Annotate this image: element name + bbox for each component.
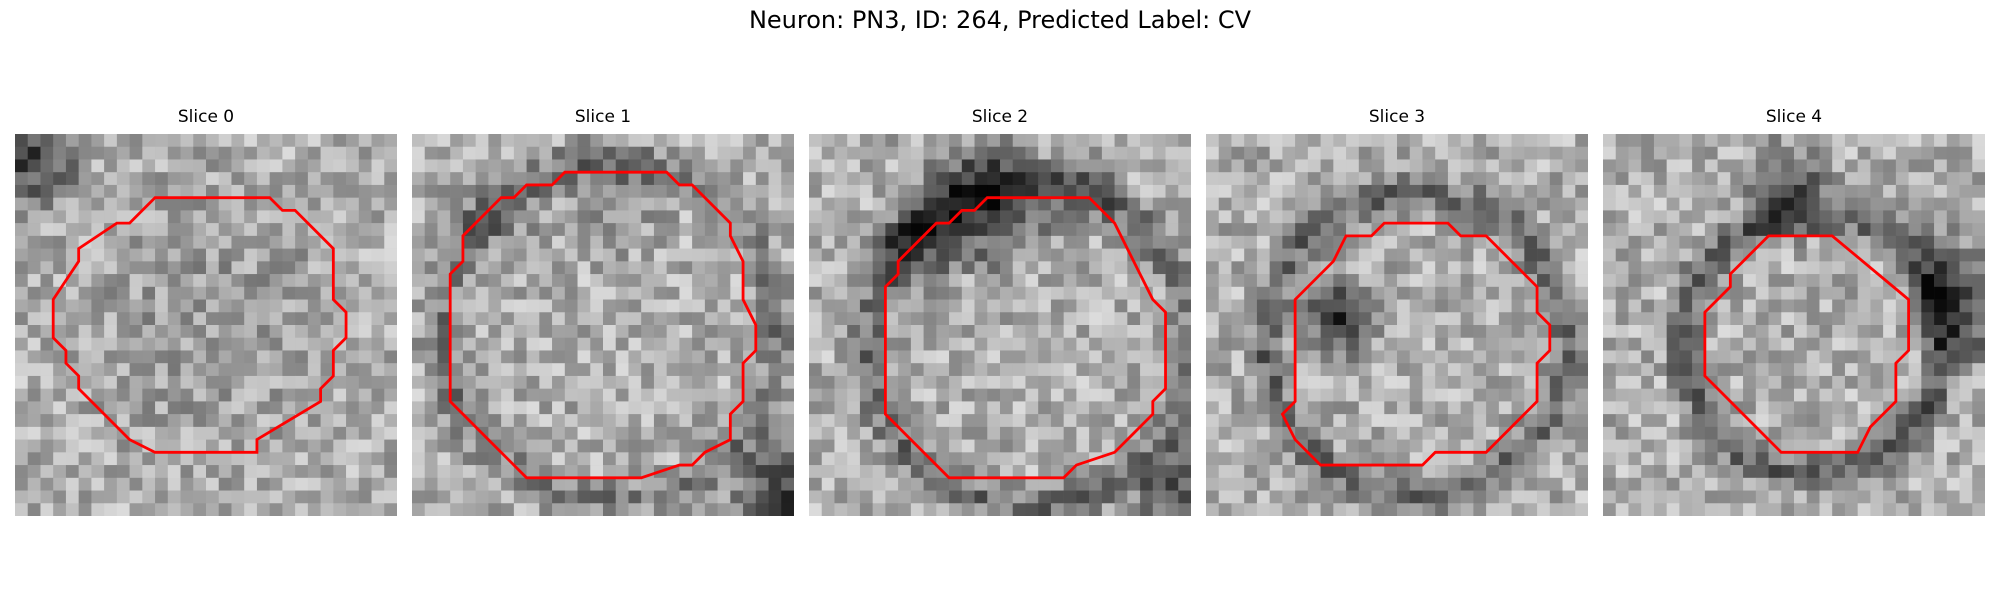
cell-contour [883,196,1167,480]
cell-contour [448,170,758,480]
slice-title-0: Slice 0 [177,107,235,127]
slice-image-1 [412,134,794,516]
slice-panel-1: Slice 1 [412,107,794,517]
cell-contour [51,196,348,454]
figure-title: Neuron: PN3, ID: 264, Predicted Label: C… [748,6,1252,34]
slice-title-2: Slice 2 [971,107,1029,127]
slice-panel-2: Slice 2 [809,107,1191,517]
slice-image-2 [809,134,1191,516]
slice-image-0 [15,134,397,516]
slice-title-4: Slice 4 [1765,107,1823,127]
slice-title-3: Slice 3 [1368,107,1426,127]
cell-contour [1280,221,1552,467]
slice-image-3 [1206,134,1588,516]
slice-title-1: Slice 1 [574,107,632,127]
slice-panel-0: Slice 0 [15,107,397,517]
slice-panel-4: Slice 4 [1603,107,1985,517]
slice-panel-3: Slice 3 [1206,107,1588,517]
slice-image-4 [1603,134,1985,516]
cell-contour [1703,234,1911,454]
